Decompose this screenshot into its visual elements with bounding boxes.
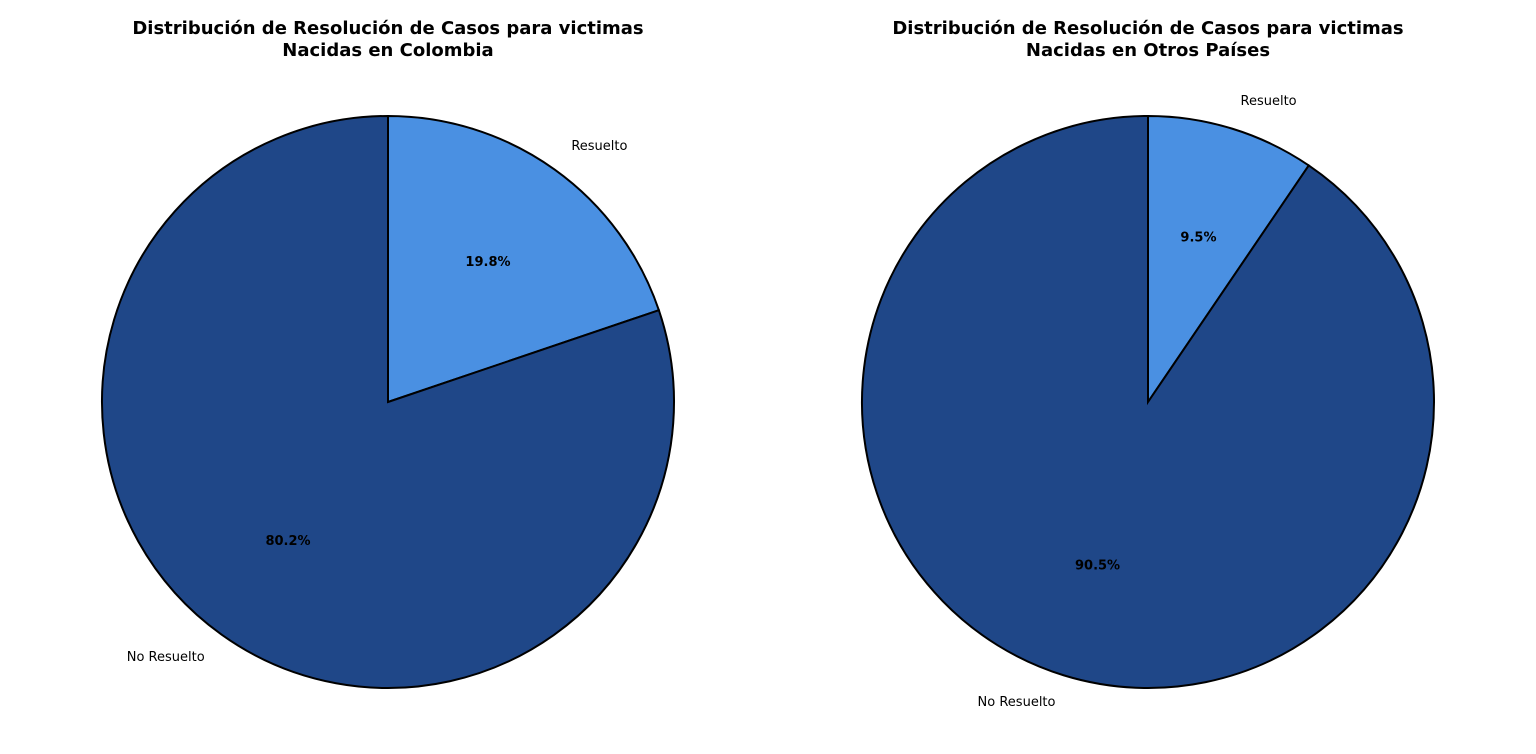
pie-chart-colombia: 19.8% Resuelto 80.2% No Resuelto	[101, 114, 675, 689]
pie-slice-no-resuelto	[101, 114, 675, 689]
pie-pct-label: 9.5%	[1180, 230, 1216, 245]
pie-slice-resuelto	[387, 114, 661, 404]
pie-chart-otros-paises: 9.5% Resuelto 90.5% No Resuelto	[861, 94, 1435, 710]
pie-category-label: Resuelto	[1241, 94, 1297, 109]
pie-category-label: Resuelto	[571, 139, 627, 154]
chart-title-colombia: Distribución de Resolución de Casos para…	[38, 18, 738, 62]
pie-category-label: No Resuelto	[978, 695, 1056, 710]
pie-pct-label: 19.8%	[465, 255, 510, 270]
pie-pct-label: 90.5%	[1075, 559, 1120, 574]
pie-category-label: No Resuelto	[127, 650, 205, 665]
chart-title-line-1: Distribución de Resolución de Casos para…	[132, 18, 644, 39]
chart-title-line-2: Nacidas en Colombia	[282, 40, 494, 61]
pie-slice-resuelto	[1147, 114, 1311, 406]
chart-title-line-2: Nacidas en Otros Países	[1025, 40, 1271, 61]
chart-title-otros-paises: Distribución de Resolución de Casos para…	[798, 18, 1498, 62]
pie-slice-no-resuelto	[861, 114, 1435, 689]
pie-pct-label: 80.2%	[265, 534, 310, 549]
chart-title-line-1: Distribución de Resolución de Casos para…	[892, 18, 1404, 39]
